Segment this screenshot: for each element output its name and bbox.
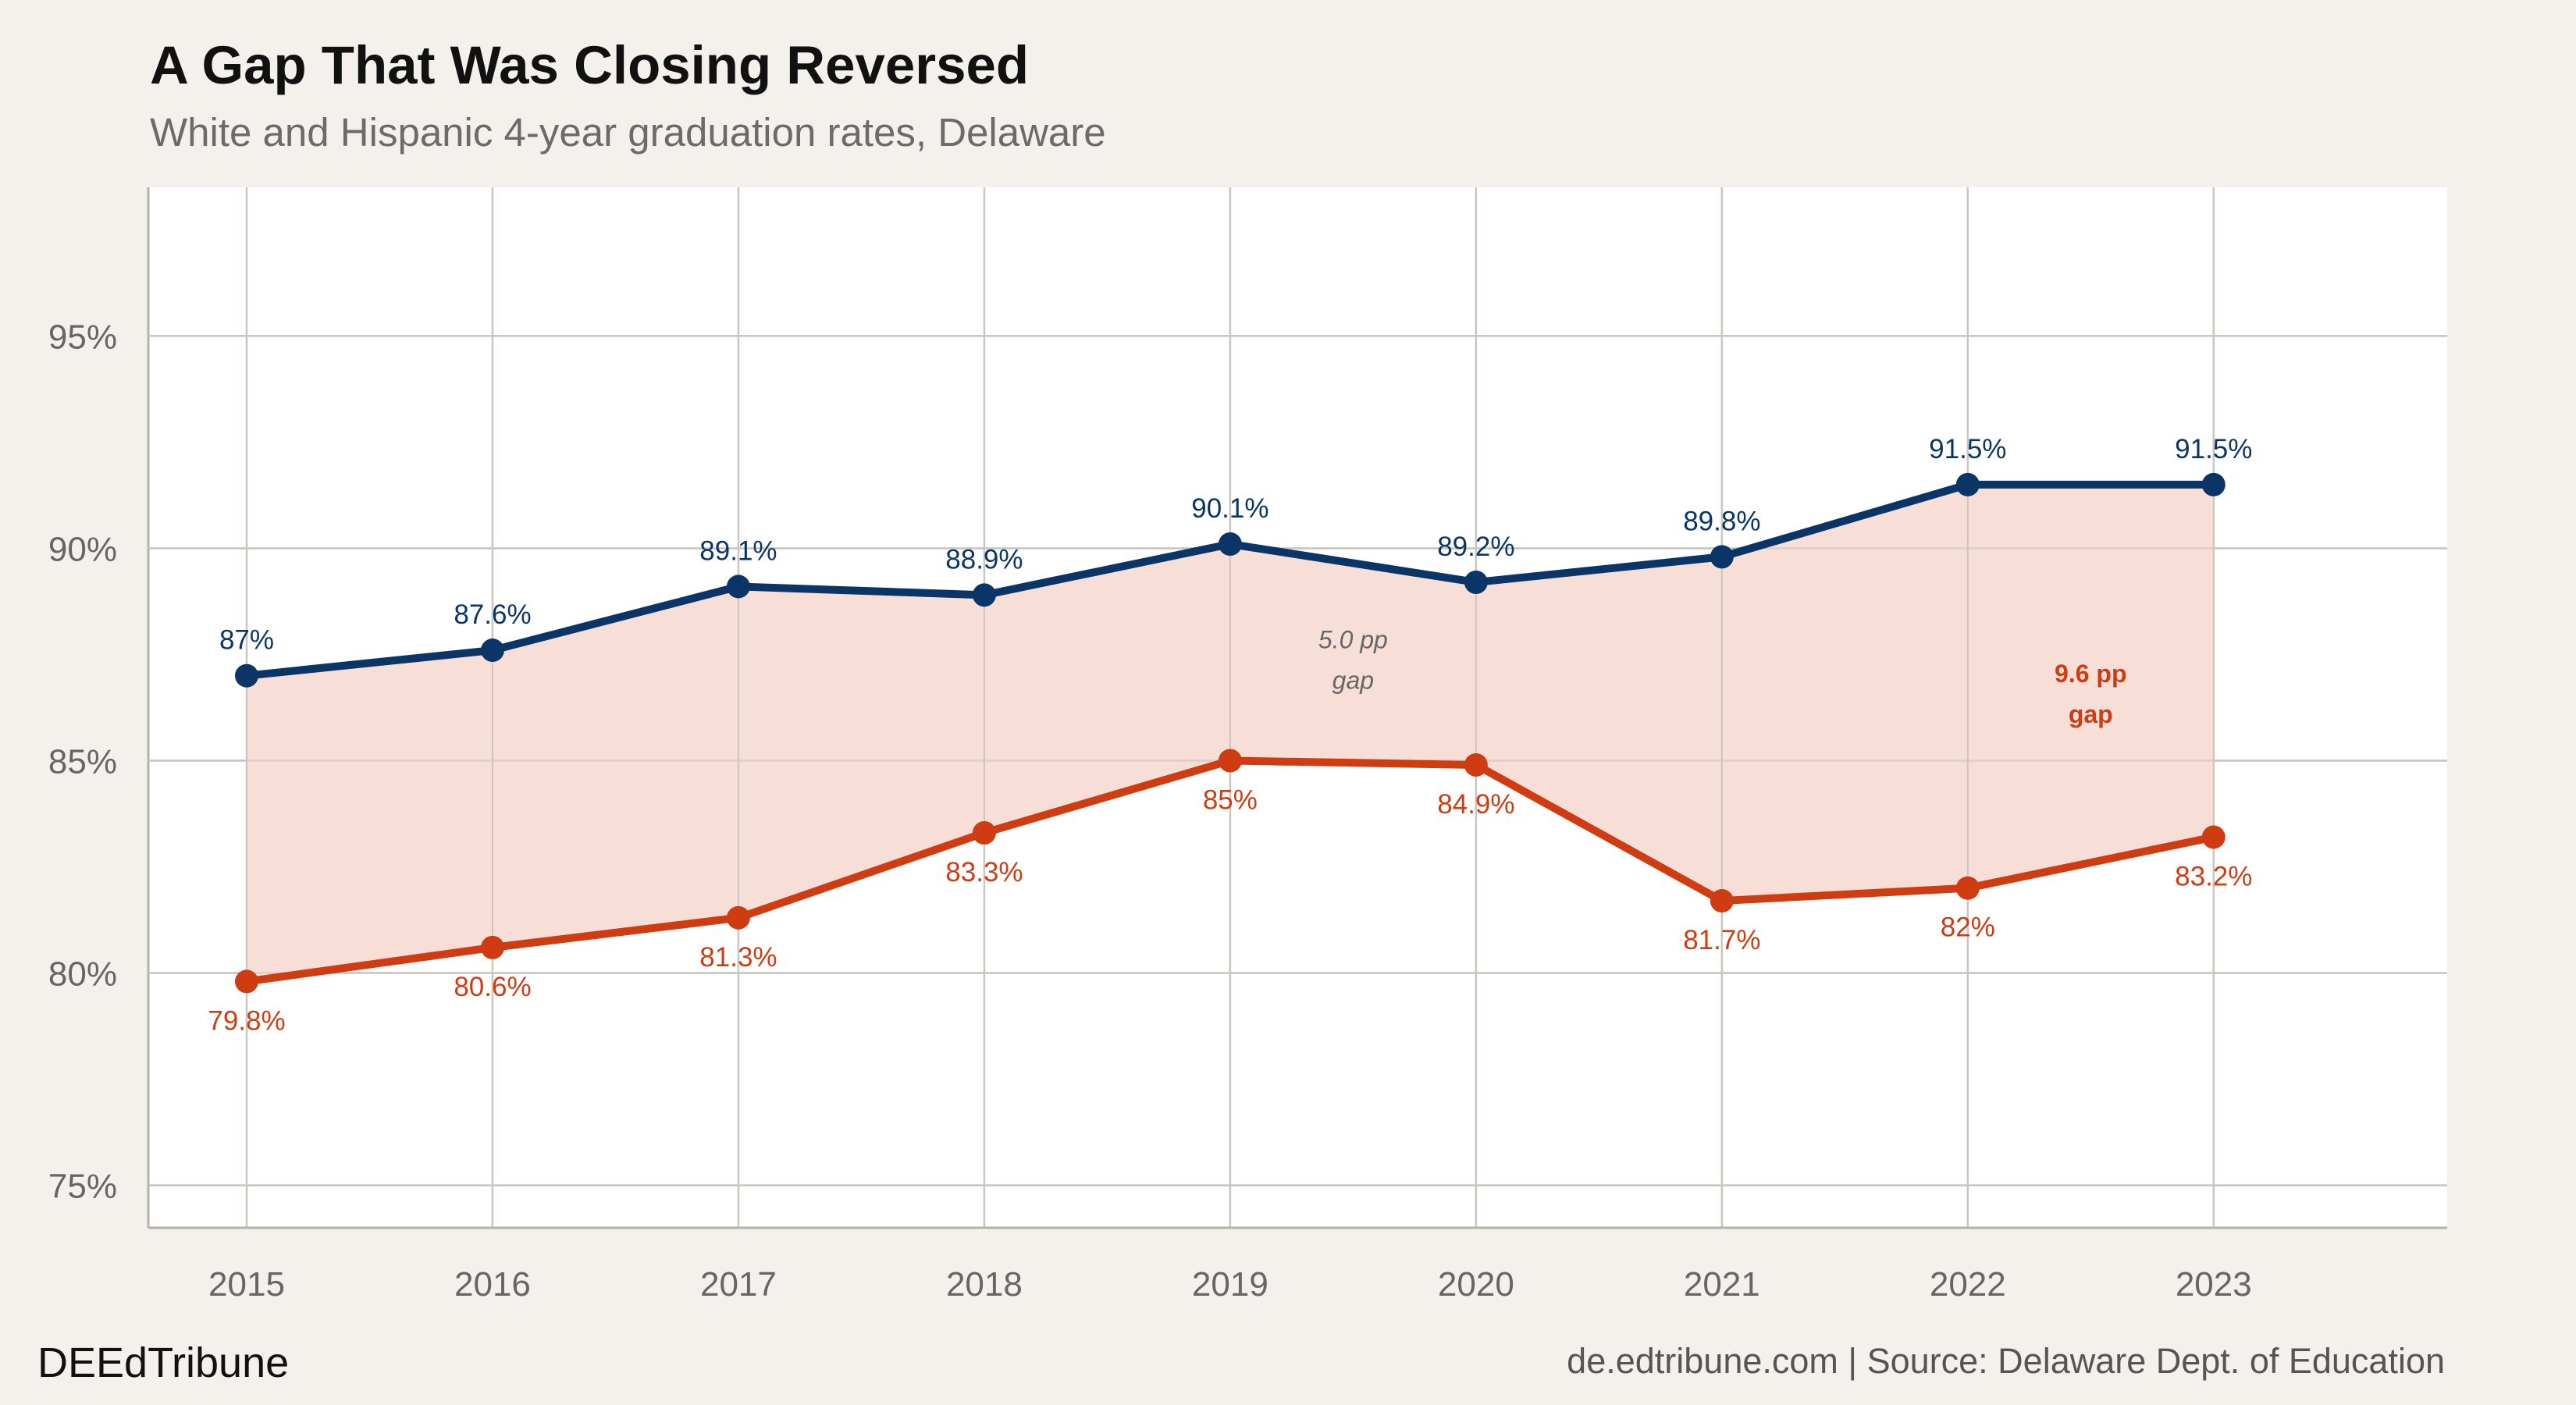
white-point bbox=[726, 574, 750, 599]
hispanic-point bbox=[1218, 749, 1242, 773]
white-data-label: 87.6% bbox=[454, 599, 531, 630]
hispanic-data-label: 79.8% bbox=[208, 1005, 285, 1036]
y-tick-label: 75% bbox=[48, 1168, 117, 1206]
white-point bbox=[234, 663, 258, 688]
white-point bbox=[1955, 472, 1980, 496]
gap-2023-label-sub: gap bbox=[2069, 700, 2113, 728]
hispanic-point bbox=[972, 821, 996, 845]
hispanic-data-label: 80.6% bbox=[454, 972, 531, 1002]
x-tick-label: 2021 bbox=[1684, 1265, 1760, 1304]
source-credit: de.edtribune.com | Source: Delaware Dept… bbox=[1567, 1341, 2445, 1381]
white-data-label: 91.5% bbox=[1929, 434, 2006, 464]
hispanic-data-label: 84.9% bbox=[1437, 789, 1514, 820]
x-tick-label: 2019 bbox=[1192, 1265, 1268, 1304]
white-point bbox=[2201, 472, 2226, 496]
hispanic-point bbox=[2201, 825, 2226, 849]
y-tick-label: 80% bbox=[48, 955, 117, 994]
hispanic-point bbox=[1955, 876, 1980, 900]
hispanic-point bbox=[480, 935, 504, 959]
hispanic-data-label: 82% bbox=[1941, 912, 1995, 943]
y-tick-label: 90% bbox=[48, 530, 117, 568]
x-tick-label: 2017 bbox=[700, 1265, 777, 1304]
white-data-label: 89.8% bbox=[1683, 506, 1760, 536]
white-point bbox=[1218, 532, 1242, 557]
page-subtitle: White and Hispanic 4-year graduation rat… bbox=[150, 110, 1106, 155]
white-data-label: 89.1% bbox=[699, 535, 777, 566]
white-data-label: 91.5% bbox=[2175, 434, 2252, 464]
hispanic-point bbox=[726, 905, 750, 930]
x-tick-label: 2016 bbox=[454, 1265, 531, 1304]
x-tick-label: 2020 bbox=[1438, 1265, 1514, 1304]
white-point bbox=[480, 638, 504, 663]
white-data-label: 88.9% bbox=[945, 544, 1023, 574]
white-point bbox=[1710, 545, 1734, 569]
hispanic-data-label: 83.3% bbox=[945, 857, 1023, 887]
hispanic-data-label: 81.3% bbox=[699, 942, 777, 973]
hispanic-data-label: 83.2% bbox=[2175, 861, 2252, 891]
gap-2019-label-sub: gap bbox=[1332, 666, 1374, 694]
brand-logo-text: DEEdTribune bbox=[37, 1339, 290, 1386]
x-tick-label: 2015 bbox=[208, 1265, 285, 1304]
x-tick-label: 2023 bbox=[2176, 1265, 2252, 1304]
white-data-label: 87% bbox=[219, 625, 274, 656]
y-tick-label: 95% bbox=[48, 318, 117, 356]
x-tick-label: 2022 bbox=[1930, 1265, 2006, 1304]
page-title: A Gap That Was Closing Reversed bbox=[150, 35, 1029, 95]
gap-2023-label: 9.6 pp bbox=[2055, 660, 2126, 688]
x-tick-label: 2018 bbox=[946, 1265, 1023, 1304]
white-point bbox=[1464, 570, 1488, 594]
hispanic-data-label: 85% bbox=[1203, 785, 1258, 816]
white-point bbox=[972, 583, 996, 607]
hispanic-point bbox=[234, 969, 258, 994]
hispanic-point bbox=[1710, 889, 1734, 913]
hispanic-data-label: 81.7% bbox=[1683, 925, 1760, 955]
hispanic-point bbox=[1464, 752, 1488, 777]
white-data-label: 89.2% bbox=[1437, 532, 1514, 562]
white-data-label: 90.1% bbox=[1191, 493, 1268, 524]
gap-2019-label: 5.0 pp bbox=[1318, 625, 1388, 653]
y-tick-label: 85% bbox=[48, 743, 117, 781]
